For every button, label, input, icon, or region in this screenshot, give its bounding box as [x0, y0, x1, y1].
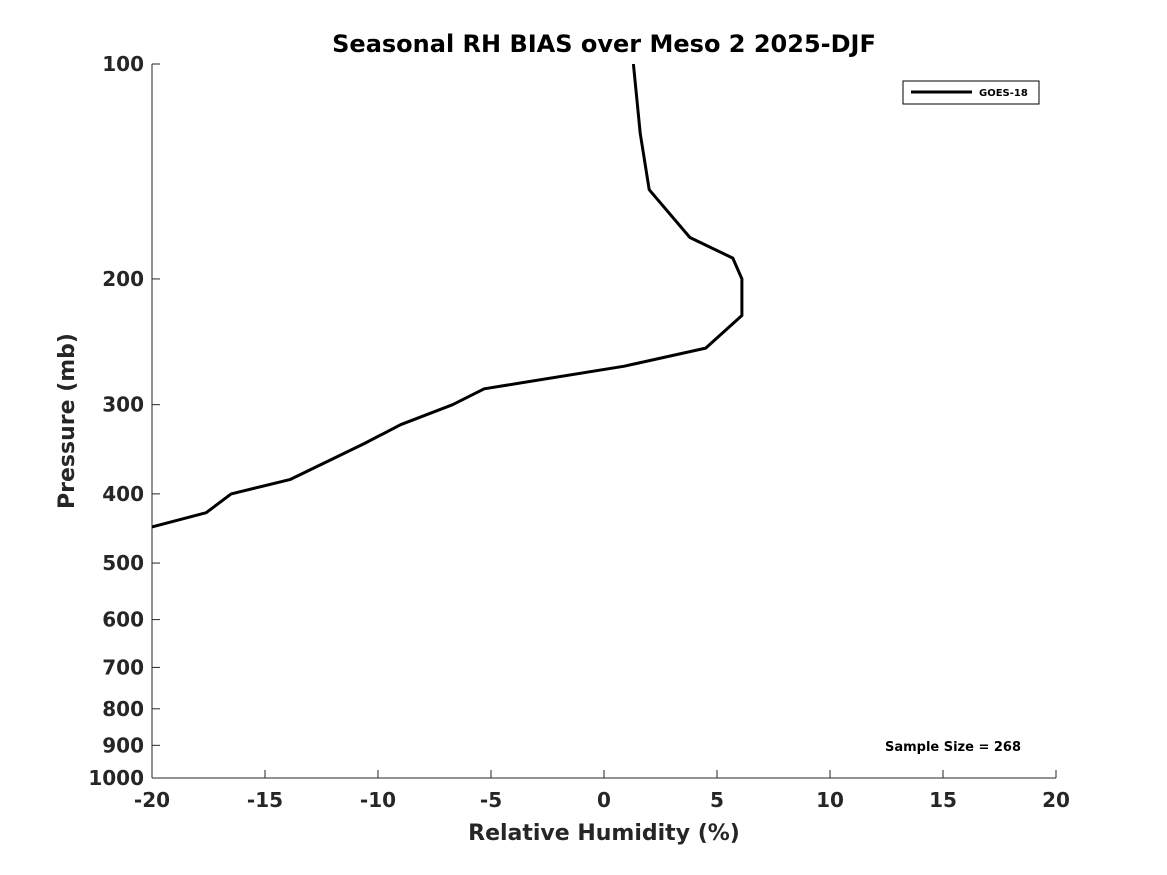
x-axis: -20 -15 -10 -5 0 5 10 15 20	[134, 770, 1070, 812]
x-tick-label: 10	[816, 788, 844, 812]
y-tick-label: 900	[102, 733, 144, 757]
x-axis-title: Relative Humidity (%)	[468, 821, 740, 846]
x-tick-label: 5	[710, 788, 724, 812]
y-axis-title: Pressure (mb)	[55, 333, 80, 509]
y-tick-label: 800	[102, 697, 144, 721]
sample-size-annotation: Sample Size = 268	[885, 740, 1021, 755]
x-tick-label: -10	[360, 788, 396, 812]
x-tick-label: -5	[480, 788, 502, 812]
x-tick-label: -15	[247, 788, 283, 812]
y-axis: 100 200 300 400 500 600 700 800 900 1000	[88, 52, 160, 790]
y-tick-label: 500	[102, 551, 144, 575]
legend: GOES-18	[902, 80, 1040, 105]
chart-title: Seasonal RH BIAS over Meso 2 2025-DJF	[332, 30, 876, 58]
legend-label-goes-18: GOES-18	[979, 88, 1028, 99]
x-tick-label: 0	[597, 788, 611, 812]
x-tick-label: -20	[134, 788, 170, 812]
series-line-goes-18	[151, 63, 744, 529]
y-tick-label: 400	[102, 482, 144, 506]
x-tick-label: 15	[929, 788, 957, 812]
y-tick-label: 700	[102, 655, 144, 679]
x-tick-label: 20	[1042, 788, 1070, 812]
y-tick-label: 1000	[88, 766, 144, 790]
y-tick-label: 100	[102, 52, 144, 76]
y-tick-label: 200	[102, 267, 144, 291]
y-tick-label: 600	[102, 608, 144, 632]
y-tick-label: 300	[102, 393, 144, 417]
series-layer	[151, 63, 744, 529]
